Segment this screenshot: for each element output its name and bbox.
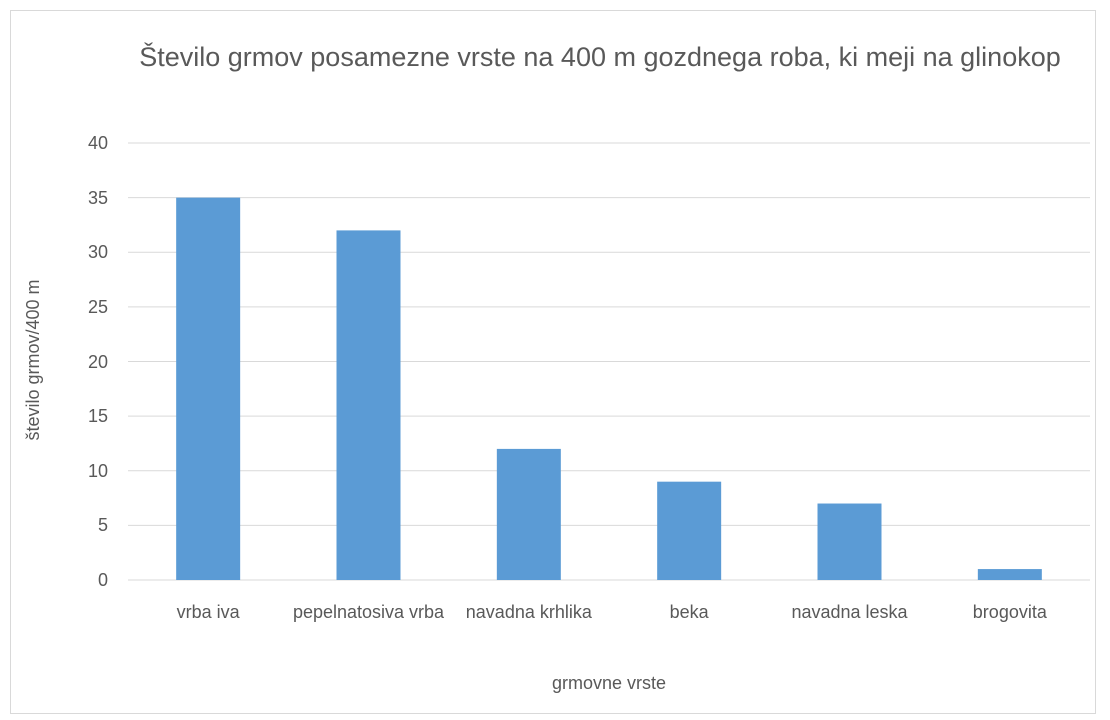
y-tick-label: 5 [97, 515, 108, 536]
y-axis-label: število grmov/400 m [23, 279, 43, 441]
x-tick-label: navadna krhlika [465, 602, 592, 622]
y-tick-label: 25 [87, 296, 108, 317]
y-tick-label: 35 [87, 187, 108, 208]
x-tick-label: brogovita [972, 602, 1047, 622]
chart-title: Število grmov posamezne vrste na 400 m g… [139, 42, 1061, 72]
x-tick-label: pepelnatosiva vrba [292, 602, 445, 622]
x-tick-label: navadna leska [791, 602, 908, 622]
bar [657, 481, 722, 580]
x-tick-label: beka [669, 602, 709, 622]
bar [336, 230, 401, 580]
x-tick-label: vrba iva [176, 602, 240, 622]
bar [817, 503, 882, 580]
bar [176, 197, 241, 580]
y-tick-label: 0 [97, 570, 108, 590]
y-tick-label: 15 [87, 406, 108, 427]
y-tick-label: 30 [87, 242, 108, 263]
y-tick-label: 20 [87, 351, 108, 372]
bar [977, 569, 1042, 580]
chart-frame [10, 10, 1096, 714]
y-tick-label: 10 [87, 460, 108, 481]
y-tick-label: 40 [87, 133, 108, 153]
bar [496, 448, 561, 580]
x-axis-label: grmovne vrste [551, 673, 667, 693]
